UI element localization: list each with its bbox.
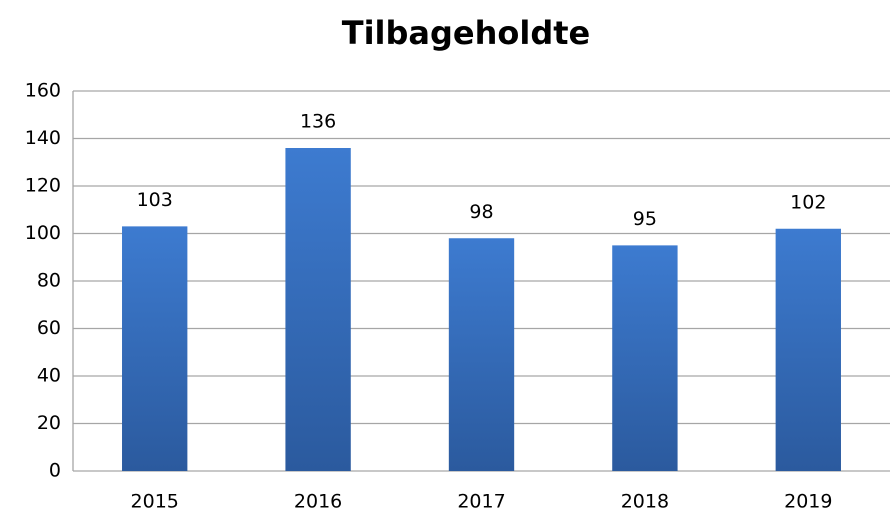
bar [285,148,351,471]
bar [122,226,188,471]
data-label: 102 [790,191,826,213]
data-label: 98 [469,201,493,223]
y-tick-label: 120 [25,175,61,197]
y-tick-label: 20 [37,412,61,434]
x-tick-label: 2017 [457,491,505,512]
bar [448,238,515,471]
x-tick-label: 2015 [131,491,179,512]
y-tick-label: 100 [25,222,61,244]
y-tick-label: 60 [37,317,61,339]
x-tick-label: 2018 [621,491,669,512]
data-label: 136 [300,111,336,133]
bar [775,228,841,471]
x-tick-label: 2019 [784,491,832,512]
data-label: 103 [137,189,173,211]
data-label: 95 [633,208,657,230]
y-tick-label: 80 [37,270,61,292]
x-tick-label: 2016 [294,491,342,512]
chart-title: Tilbageholdte [342,14,591,52]
y-tick-label: 140 [25,127,61,149]
bar [612,245,678,471]
y-tick-label: 40 [37,365,61,387]
y-tick-label: 160 [25,80,61,102]
y-tick-label: 0 [49,460,61,482]
